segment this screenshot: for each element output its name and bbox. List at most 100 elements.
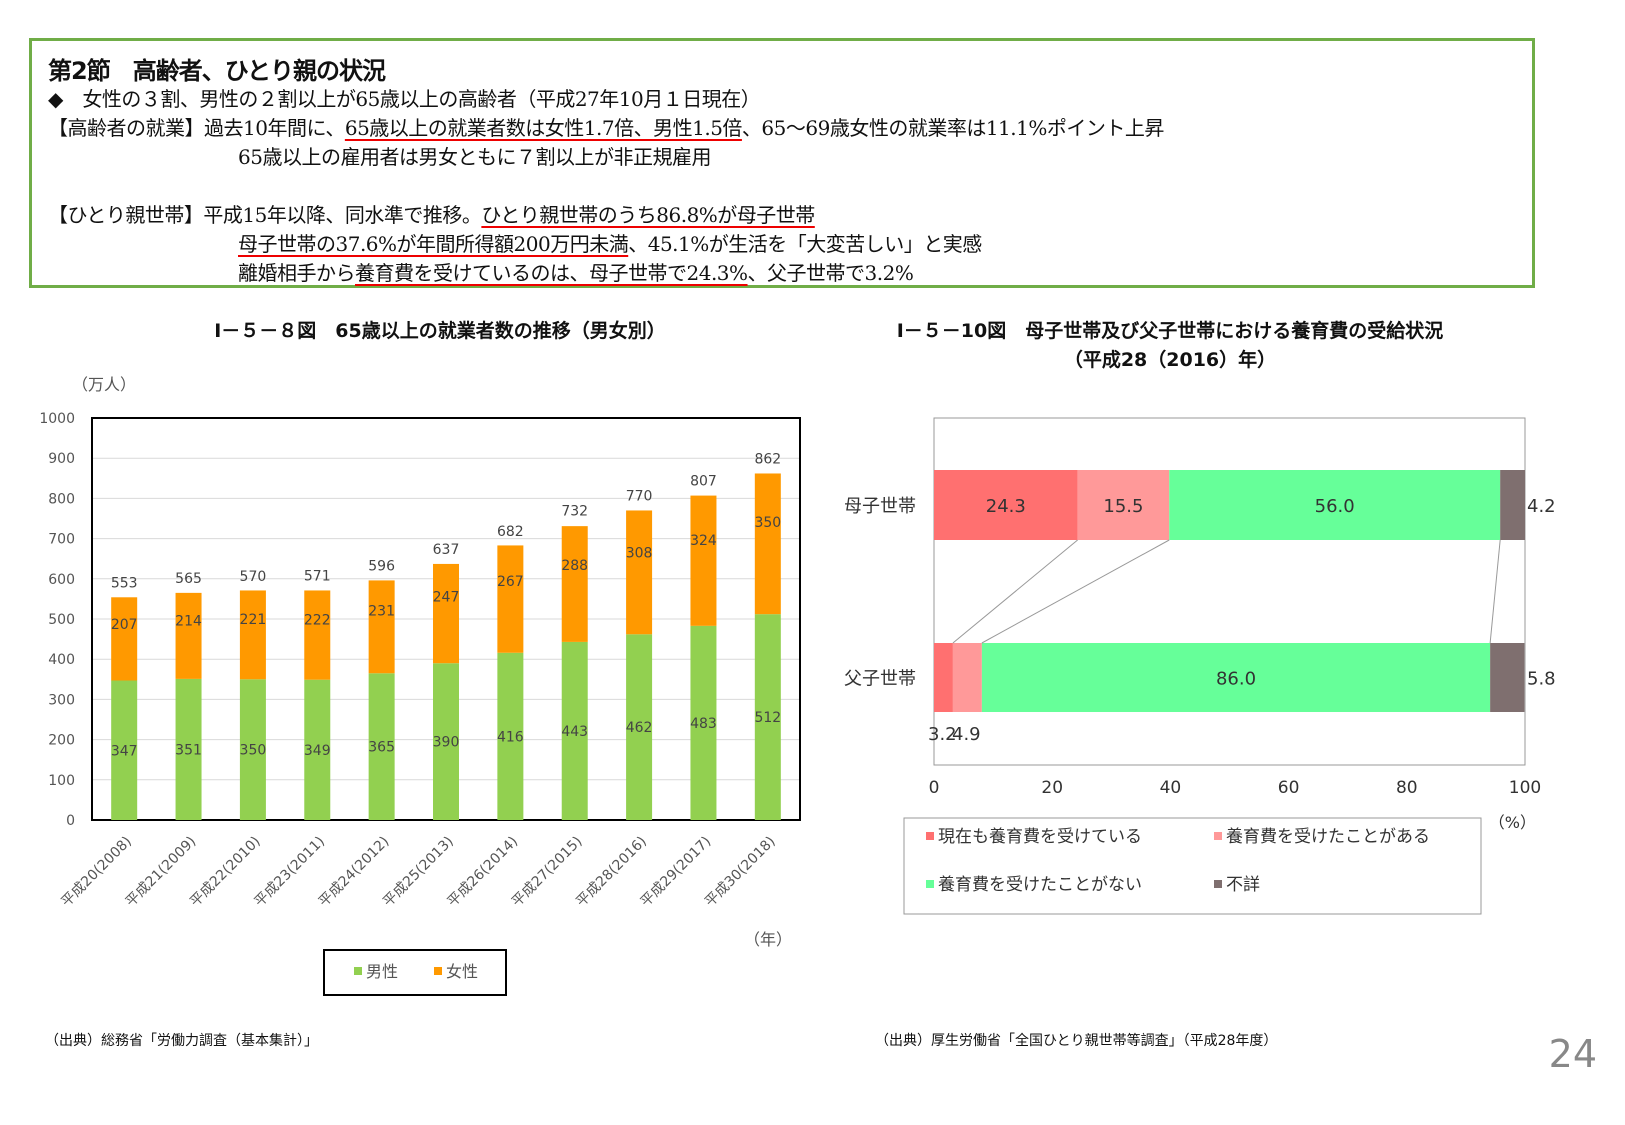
page-number: 24 xyxy=(1548,1032,1597,1076)
summary-text: 、65～69歳女性の就業率は11.1%ポイント上昇 xyxy=(741,116,1164,140)
bar-segment xyxy=(1077,470,1170,540)
bar-male xyxy=(626,634,653,820)
summary-text: ◆ 女性の３割、男性の２割以上が65歳以上の高齢者（平成27年10月１日現在） xyxy=(48,87,761,111)
data-label: 267 xyxy=(497,574,524,590)
bar-female xyxy=(239,590,266,680)
legend-swatch xyxy=(926,832,934,840)
category-label: 母子世帯 xyxy=(844,496,916,517)
y-tick-label: 900 xyxy=(48,451,75,467)
data-label: 86.0 xyxy=(1216,669,1256,690)
legend-swatch xyxy=(1214,832,1222,840)
legend xyxy=(323,949,507,996)
data-label: 214 xyxy=(175,614,202,630)
bar-female xyxy=(433,563,459,664)
data-label: 349 xyxy=(304,743,331,759)
bar-female xyxy=(690,495,717,626)
y-tick-label: 700 xyxy=(48,532,75,548)
summary-text: 離婚相手から xyxy=(238,261,356,285)
legend-label: 不詳 xyxy=(1226,875,1260,895)
y-tick-label: 100 xyxy=(48,773,75,789)
data-label: 350 xyxy=(754,515,781,531)
summary-line: ◆ 女性の３割、男性の２割以上が65歳以上の高齢者（平成27年10月１日現在） xyxy=(48,83,761,112)
data-label: 231 xyxy=(368,604,395,620)
data-label: 443 xyxy=(561,724,588,740)
y-tick-label: 0 xyxy=(66,813,75,829)
employment-chart: （万人） 0 100 200 300 400 500 600 700 800 900 1000 347 2… xyxy=(39,375,801,996)
legend-label: 現在も養育費を受けている xyxy=(938,827,1142,847)
x-axis-unit: （%） xyxy=(1489,813,1536,832)
data-label: 483 xyxy=(690,716,717,732)
series-connector xyxy=(952,539,1078,644)
y-tick-label: 800 xyxy=(48,491,75,507)
data-label: 247 xyxy=(433,590,460,606)
summary-line: 母子世帯の37.6%が年間所得額200万円未満、45.1%が生活を「大変苦しい」… xyxy=(238,228,982,257)
data-label: 221 xyxy=(240,612,267,628)
bar-female xyxy=(175,592,202,679)
x-tick-label: 40 xyxy=(1160,778,1182,798)
total-label: 596 xyxy=(368,558,395,574)
bar-male xyxy=(111,680,138,820)
summary-text: 【ひとり親世帯】平成15年以降、同水準で推移。 xyxy=(48,203,482,227)
summary-text: 【高齢者の就業】過去10年間に、 xyxy=(48,116,345,140)
total-label: 732 xyxy=(561,504,588,520)
data-label: 288 xyxy=(561,558,588,574)
bar-male xyxy=(433,663,459,820)
plot-area xyxy=(933,417,1526,766)
data-label: 3.2 xyxy=(928,724,957,745)
y-tick-label: 400 xyxy=(48,652,75,668)
total-label: 682 xyxy=(497,524,524,540)
data-label: 5.8 xyxy=(1527,669,1556,690)
bar-male xyxy=(304,679,331,820)
data-label: 324 xyxy=(690,533,717,549)
total-label: 807 xyxy=(690,474,717,490)
data-label: 347 xyxy=(111,743,138,759)
bar-segment xyxy=(934,643,953,712)
series-connector xyxy=(1489,539,1501,644)
child-support-chart: 母子世帯 24.3 15.5 56.0 4.2 父子世帯 3.24.9 86.0 5.8 0 20 4… xyxy=(844,417,1556,915)
data-label: 512 xyxy=(754,710,781,726)
y-tick-label: 600 xyxy=(48,572,75,588)
total-label: 862 xyxy=(754,451,781,467)
data-label: 351 xyxy=(175,742,202,758)
chart1-source: （出典）総務省「労働力調査（基本集計）」 xyxy=(45,1033,318,1049)
x-tick-label: 0 xyxy=(929,778,940,798)
data-label: 390 xyxy=(433,735,460,751)
summary-box: 第2節 高齢者、ひとり親の状況 ◆ 女性の３割、男性の２割以上が65歳以上の高齢… xyxy=(29,38,1535,288)
bar-male xyxy=(690,625,717,820)
y-axis-unit: （万人） xyxy=(72,375,136,394)
data-label: 350 xyxy=(240,743,267,759)
bar-male xyxy=(497,652,524,820)
y-tick-label: 1000 xyxy=(39,411,75,427)
summary-text: 、45.1%が生活を「大変苦しい」と実感 xyxy=(628,232,982,256)
data-label: 308 xyxy=(626,546,653,562)
total-label: 565 xyxy=(175,571,202,587)
total-label: 553 xyxy=(111,576,138,592)
x-tick-label: 60 xyxy=(1278,778,1300,798)
bar-segment xyxy=(934,470,1078,540)
summary-text: 、父子世帯で3.2% xyxy=(747,261,914,285)
data-label: 207 xyxy=(111,617,138,633)
data-label: 416 xyxy=(497,729,524,745)
total-label: 570 xyxy=(240,569,267,585)
bar-segment xyxy=(952,643,982,712)
bar-male xyxy=(239,679,266,820)
bar-segment xyxy=(981,643,1491,712)
summary-line: 【ひとり親世帯】平成15年以降、同水準で推移。ひとり親世帯のうち86.8%が母子… xyxy=(48,199,815,228)
bar-male xyxy=(175,678,202,820)
legend xyxy=(903,817,1482,915)
x-tick-label: 80 xyxy=(1396,778,1418,798)
summary-line: 65歳以上の雇用者は男女ともに７割以上が非正規雇用 xyxy=(238,141,711,170)
data-label: 4.2 xyxy=(1527,496,1556,517)
y-tick-label: 200 xyxy=(48,733,75,749)
bar-female xyxy=(111,597,138,681)
bar-female xyxy=(497,545,524,653)
total-label: 770 xyxy=(626,488,653,504)
highlighted-text: ひとり親世帯のうち86.8%が母子世帯 xyxy=(481,203,815,227)
highlighted-text: 母子世帯の37.6%が年間所得額200万円未満 xyxy=(238,232,629,256)
data-label: 222 xyxy=(304,612,331,628)
bar-male xyxy=(754,614,781,820)
y-tick-label: 300 xyxy=(48,692,75,708)
summary-text: 65歳以上の雇用者は男女ともに７割以上が非正規雇用 xyxy=(238,145,711,169)
summary-line: 【高齢者の就業】過去10年間に、65歳以上の就業者数は女性1.7倍、男性1.5倍… xyxy=(48,112,1164,141)
legend-label: 養育費を受けたことがある xyxy=(1226,827,1430,847)
